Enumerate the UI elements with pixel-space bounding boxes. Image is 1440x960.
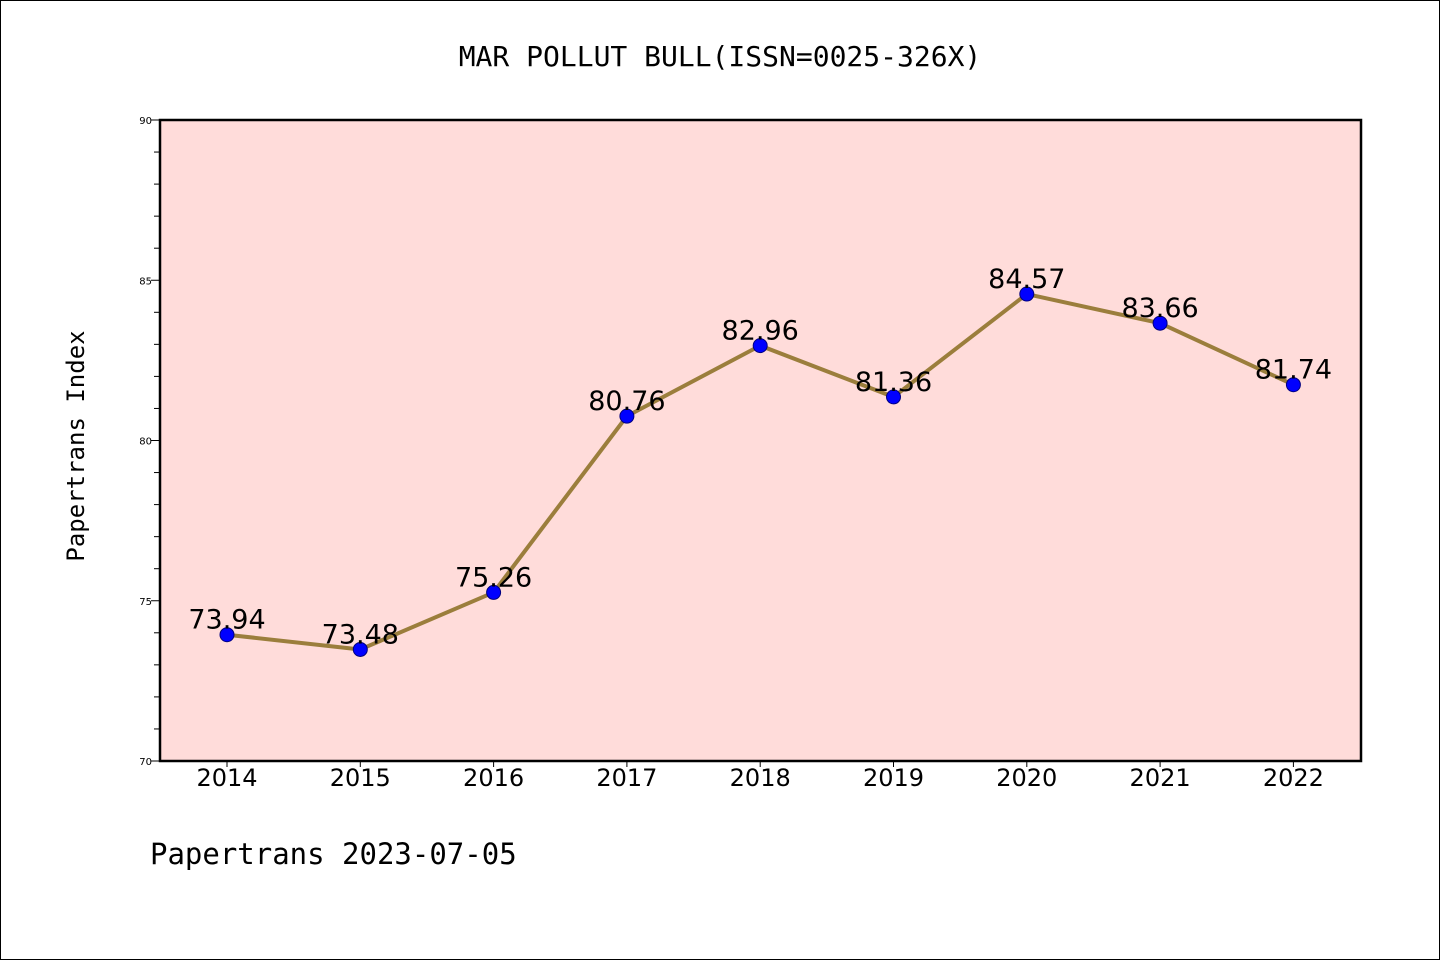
x-tick-label: 2016 xyxy=(463,764,524,792)
y-tick-label: 90 xyxy=(139,116,152,127)
data-point xyxy=(1019,286,1035,302)
x-tick-label: 2019 xyxy=(863,764,924,792)
x-tick-label: 2020 xyxy=(996,764,1057,792)
plot-border xyxy=(158,118,1363,763)
data-label: 82.96 xyxy=(722,316,799,347)
data-label: 80.76 xyxy=(588,386,665,417)
data-label: 84.57 xyxy=(988,264,1065,295)
y-axis: 70 75 80 85 90 xyxy=(139,116,160,768)
x-tick-label: 2017 xyxy=(596,764,657,792)
footer-credit: Papertrans 2023-07-05 xyxy=(150,837,517,871)
x-tick-label: 2015 xyxy=(330,764,391,792)
y-tick-label: 85 xyxy=(139,276,152,287)
data-point xyxy=(219,627,235,643)
chart-title: MAR POLLUT BULL(ISSN=0025-326X) xyxy=(459,40,982,73)
x-tick-label: 2022 xyxy=(1263,764,1324,792)
data-point xyxy=(619,408,635,424)
x-tick-label: 2021 xyxy=(1130,764,1191,792)
x-tick-label: 2018 xyxy=(730,764,791,792)
series xyxy=(219,286,1301,657)
data-point xyxy=(352,641,368,657)
y-axis-label: Papertrans Index xyxy=(62,330,90,561)
data-label: 81.74 xyxy=(1255,355,1332,386)
data-point xyxy=(486,584,502,600)
y-tick-label: 80 xyxy=(139,437,152,448)
data-label: 73.48 xyxy=(322,619,399,650)
data-point xyxy=(1152,315,1168,331)
data-label: 81.36 xyxy=(855,367,932,398)
plot-area xyxy=(160,120,1361,761)
y-tick-label: 70 xyxy=(139,757,152,768)
y-tick-label: 75 xyxy=(139,597,152,608)
data-point xyxy=(886,389,901,405)
x-axis: 2014 2015 2016 2017 2018 2019 2020 2021 2022 xyxy=(196,761,1324,792)
data-point xyxy=(1285,377,1301,393)
data-point xyxy=(752,338,768,354)
data-label: 73.94 xyxy=(188,605,265,636)
data-labels: 73.94 73.48 75.26 80.76 82.96 81.36 84.57 83.66… xyxy=(188,264,1332,650)
x-tick-label: 2014 xyxy=(196,764,257,792)
data-label: 75.26 xyxy=(455,562,532,593)
data-label: 83.66 xyxy=(1121,293,1198,324)
